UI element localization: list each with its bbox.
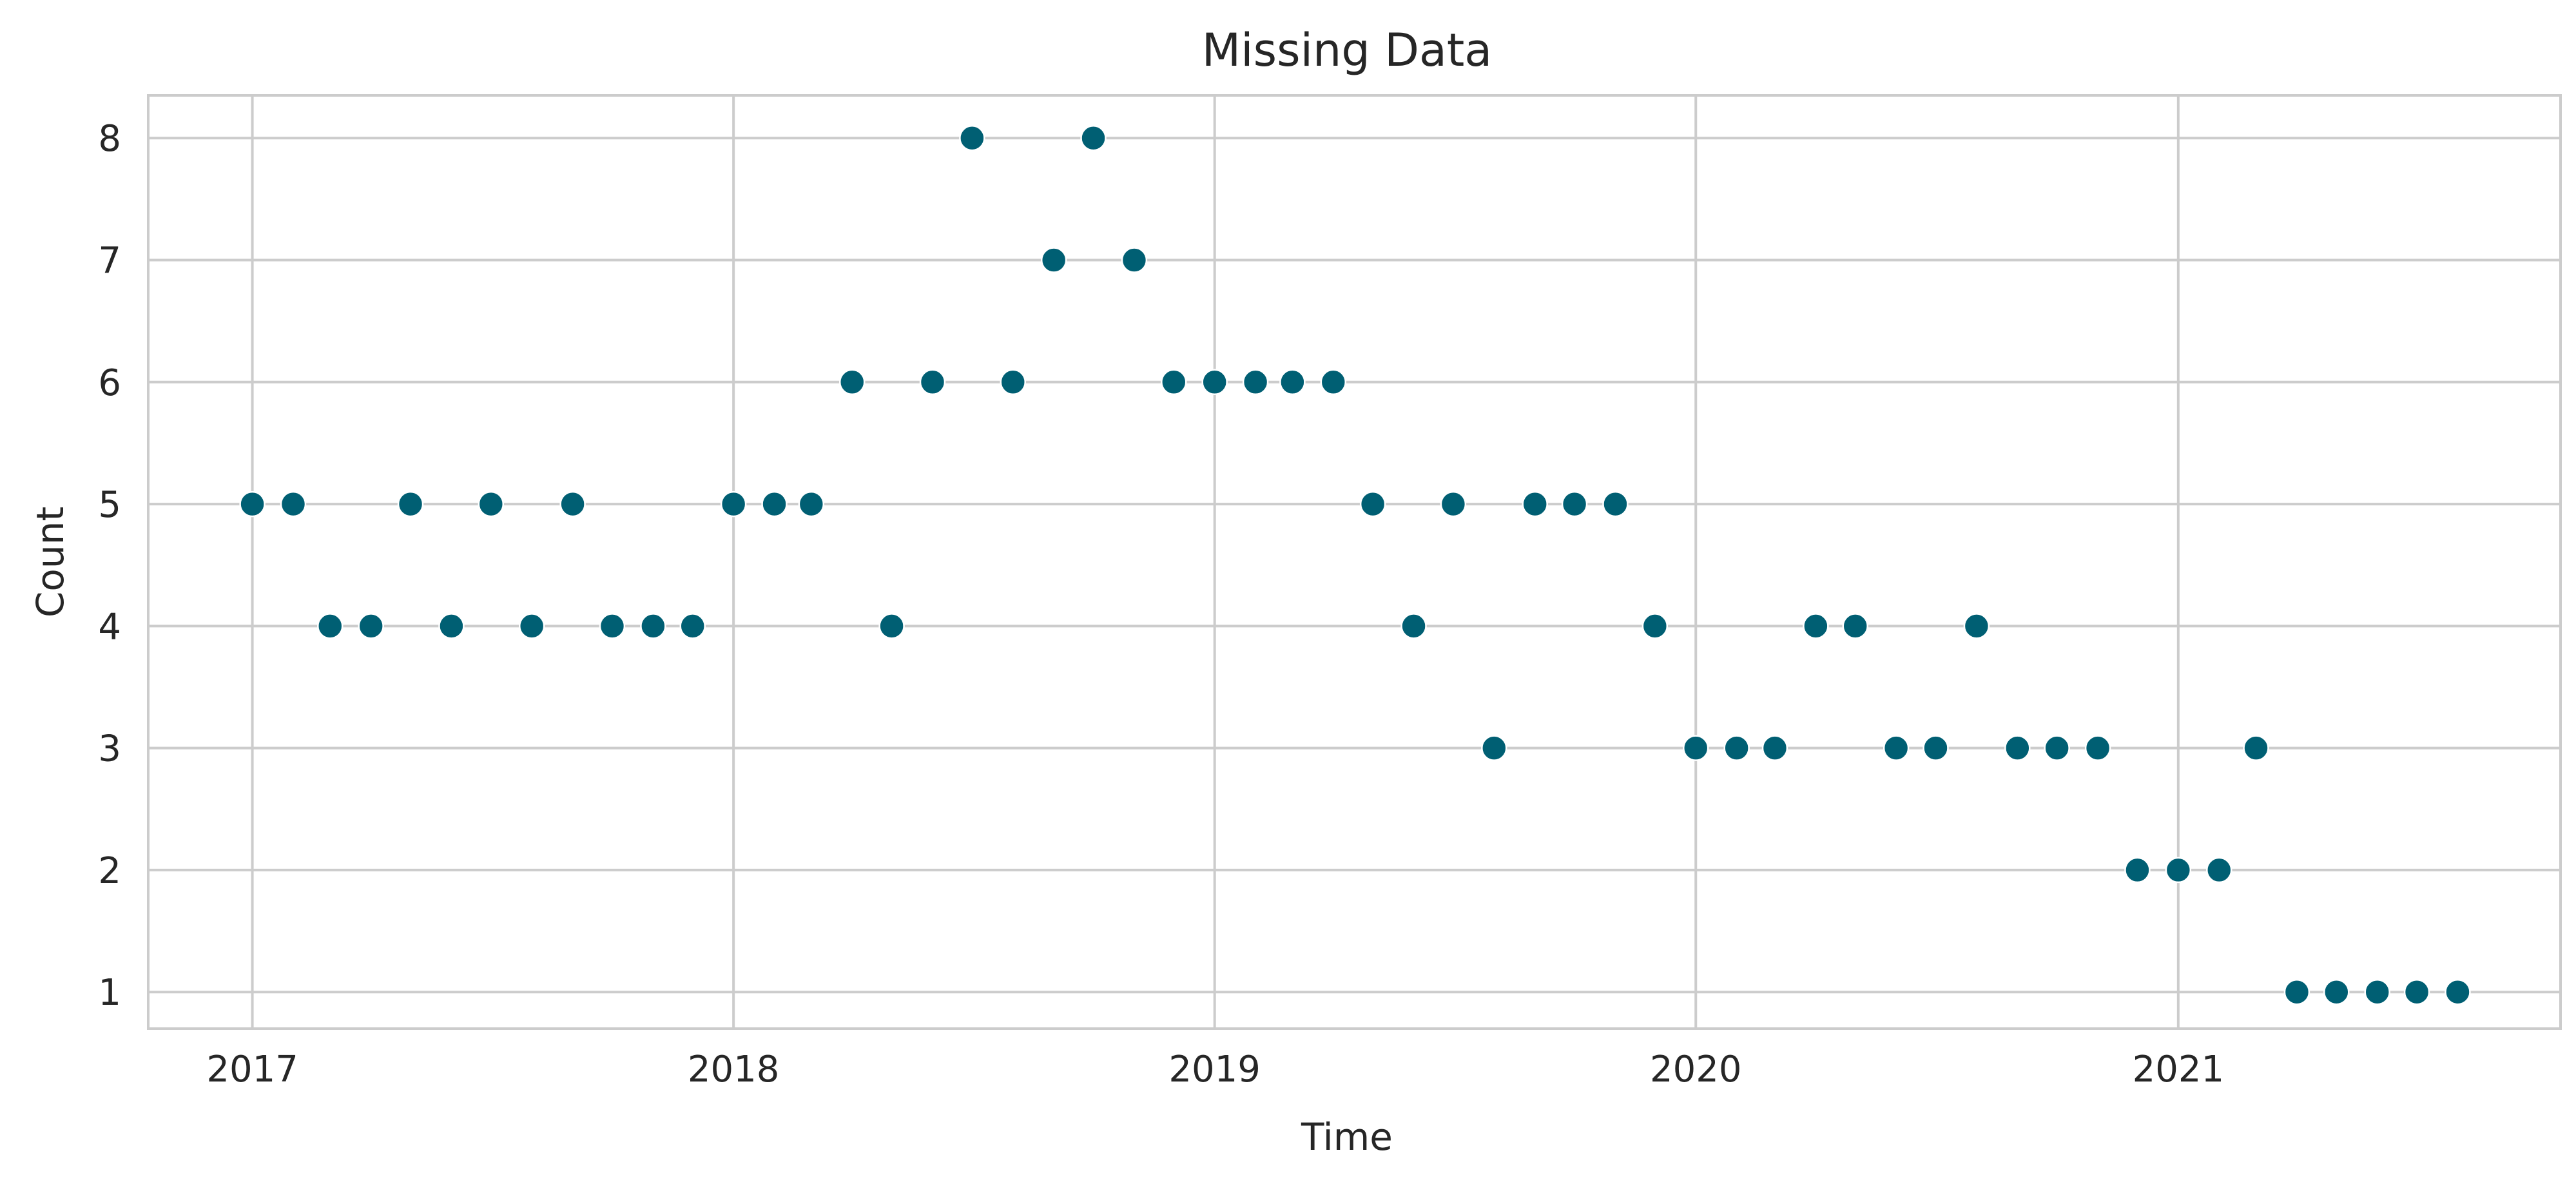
- data-point: [239, 490, 266, 518]
- x-tick-label: 2020: [1650, 1049, 1742, 1091]
- data-point: [2283, 978, 2310, 1005]
- data-point: [1242, 369, 1269, 396]
- data-point: [2206, 857, 2232, 884]
- chart-title: Missing Data: [1202, 24, 1492, 77]
- data-point: [679, 613, 706, 639]
- data-point: [798, 490, 825, 518]
- data-point: [761, 490, 788, 518]
- data-point: [1359, 490, 1386, 518]
- data-point: [2403, 978, 2430, 1005]
- data-point: [838, 369, 866, 396]
- data-point: [1883, 735, 1910, 761]
- data-point: [1561, 490, 1588, 518]
- data-point: [1040, 247, 1067, 273]
- y-tick-label: 6: [98, 362, 121, 404]
- data-point: [1161, 369, 1187, 396]
- data-point: [2165, 857, 2192, 884]
- data-point: [518, 613, 545, 639]
- data-point: [1761, 735, 1788, 761]
- data-point: [2004, 735, 2031, 761]
- data-point: [1803, 613, 1829, 639]
- data-point: [1201, 369, 1228, 396]
- data-points: [239, 124, 2471, 1005]
- x-tick-label: 2017: [206, 1049, 298, 1091]
- y-axis-label: Count: [28, 507, 72, 617]
- x-tick-label: 2021: [2133, 1049, 2225, 1091]
- data-point: [1922, 735, 1949, 761]
- data-point: [720, 490, 747, 518]
- x-tick-label: 2019: [1168, 1049, 1261, 1091]
- data-point: [1440, 490, 1467, 518]
- data-point: [559, 490, 586, 518]
- y-tick-label: 7: [98, 240, 121, 282]
- data-point: [1080, 124, 1107, 151]
- plot-frame: [147, 94, 2562, 1030]
- data-point: [1121, 247, 1148, 273]
- data-point: [1481, 735, 1507, 761]
- data-point: [1320, 369, 1347, 396]
- data-point: [919, 369, 946, 396]
- data-point: [358, 613, 384, 639]
- data-point: [959, 124, 985, 151]
- data-point: [1723, 735, 1750, 761]
- data-point: [2124, 857, 2151, 884]
- data-point: [1522, 490, 1548, 518]
- data-point: [2084, 735, 2111, 761]
- data-point: [1963, 613, 1990, 639]
- data-point: [2323, 978, 2350, 1005]
- data-point: [2364, 978, 2390, 1005]
- data-point: [1279, 369, 1306, 396]
- data-point: [317, 613, 344, 639]
- y-tick-label: 5: [98, 484, 121, 526]
- data-point: [599, 613, 626, 639]
- data-point: [1400, 613, 1427, 639]
- y-tick-label: 3: [98, 728, 121, 770]
- y-axis-ticks: 1 2 3 4 5 6 7 8: [98, 118, 121, 1014]
- data-point: [878, 613, 905, 639]
- data-point: [640, 613, 666, 639]
- x-tick-label: 2018: [688, 1049, 780, 1091]
- data-point: [1682, 735, 1709, 761]
- y-tick-label: 2: [98, 850, 121, 892]
- x-axis-ticks: 2017 2018 2019 2020 2021: [206, 1049, 2224, 1091]
- y-tick-label: 4: [98, 606, 121, 648]
- data-point: [1602, 490, 1629, 518]
- data-point: [2044, 735, 2070, 761]
- x-axis-label: Time: [1301, 1115, 1393, 1159]
- y-tick-label: 8: [98, 118, 121, 160]
- grid-lines: [148, 95, 2561, 1029]
- data-point: [478, 490, 505, 518]
- data-point: [438, 613, 465, 639]
- data-point: [397, 490, 424, 518]
- y-tick-label: 1: [98, 972, 121, 1014]
- data-point: [2243, 735, 2269, 761]
- data-point: [1641, 613, 1669, 639]
- data-point: [1000, 369, 1027, 396]
- data-point: [280, 490, 307, 518]
- data-point: [2445, 978, 2471, 1005]
- data-point: [1842, 613, 1868, 639]
